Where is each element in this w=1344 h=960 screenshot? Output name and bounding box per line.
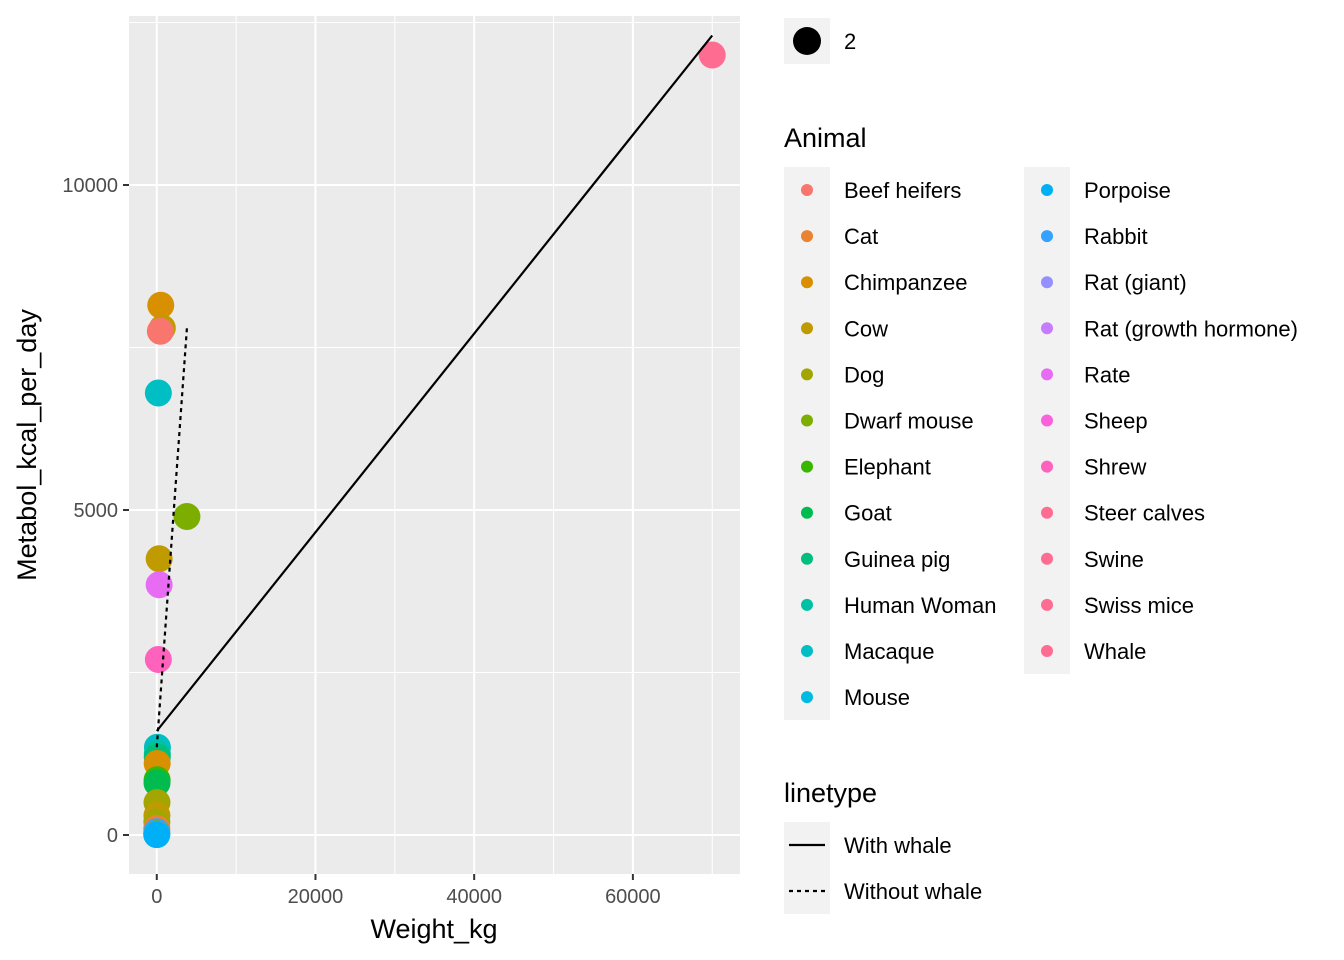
- legend-color-label: Steer calves: [1084, 501, 1205, 526]
- minor-gridlines: [129, 16, 740, 874]
- legend-color-label: Rate: [1084, 362, 1130, 387]
- x-tick-label: 40000: [446, 886, 502, 908]
- legend-color-label: Human Woman: [844, 593, 996, 618]
- color-legend-keys-bg-col1: [784, 167, 830, 720]
- legend-linetype-label: Without whale: [844, 879, 982, 904]
- legend-color-label: Cat: [844, 224, 878, 249]
- legend-color-label: Sheep: [1084, 409, 1148, 434]
- y-tick-label: 5000: [74, 500, 119, 522]
- y-tick-label: 10000: [62, 175, 118, 197]
- legend-color-dot: [801, 460, 813, 473]
- legend-color-dot: [1041, 368, 1053, 381]
- line-with-whale: [155, 34, 714, 732]
- legend-color-label: Beef heifers: [844, 178, 961, 203]
- data-point: [143, 769, 171, 797]
- line-without-whale: [155, 327, 189, 748]
- size-legend-label: 2: [844, 29, 856, 54]
- legend-color-label: Rat (growth hormone): [1084, 316, 1298, 341]
- legend-color-dot: [1041, 276, 1053, 289]
- legend-color-dot: [801, 368, 813, 381]
- legend-color-label: Swiss mice: [1084, 593, 1194, 618]
- legend-color-dot: [1041, 414, 1053, 427]
- data-point: [147, 291, 175, 319]
- data-point: [146, 317, 174, 345]
- legend-color-dot: [801, 645, 813, 657]
- legend-color-dot: [1041, 598, 1053, 611]
- legend-color-dot: [1041, 460, 1053, 473]
- legend-color-label: Shrew: [1084, 455, 1146, 480]
- legend-color-dot: [1041, 230, 1053, 243]
- linetype-legend-title: linetype: [784, 778, 877, 808]
- regression-lines: [155, 34, 714, 748]
- x-tick-label: 60000: [605, 886, 661, 908]
- legend-color-label: Dog: [844, 362, 884, 387]
- x-tick-label: 0: [151, 886, 162, 908]
- legend-color-label: Macaque: [844, 639, 935, 664]
- legend-color-label: Porpoise: [1084, 178, 1171, 203]
- legend-color-label: Rabbit: [1084, 224, 1148, 249]
- legend-color-label: Guinea pig: [844, 547, 950, 572]
- legend-color-label: Goat: [844, 501, 892, 526]
- legend-color-label: Rat (giant): [1084, 270, 1187, 295]
- linetype-legend: linetype With whale Without whale: [784, 778, 982, 914]
- legend-color-label: Whale: [1084, 639, 1146, 664]
- legend-color-dot: [801, 598, 813, 611]
- data-point: [145, 545, 173, 573]
- legend-linetype-label: With whale: [844, 833, 952, 858]
- legend-color-dot: [801, 276, 813, 289]
- data-point: [173, 503, 201, 530]
- legend-color-label: Mouse: [844, 685, 910, 710]
- legend-color-dot: [801, 184, 813, 196]
- data-points: [143, 41, 726, 849]
- x-tick-label: 20000: [288, 886, 344, 908]
- size-legend-key-dot: [793, 27, 821, 55]
- data-point: [144, 379, 172, 407]
- legend-color-dot: [1041, 506, 1053, 519]
- y-tick-label: 0: [107, 825, 118, 847]
- legend-color-dot: [1041, 322, 1053, 335]
- color-legend-title: Animal: [784, 123, 867, 153]
- data-point: [144, 646, 172, 673]
- plot-panel: [129, 16, 740, 874]
- y-axis-title: Metabol_kcal_per_day: [12, 309, 42, 581]
- legend-color-dot: [801, 322, 813, 335]
- color-legend: Animal Beef heifers Cat Chimpanzee Cow Dog Dw…: [784, 123, 1298, 720]
- legend-color-dot: [801, 691, 813, 704]
- legend-color-dot: [801, 414, 813, 427]
- legend-color-dot: [801, 552, 813, 565]
- legend-color-dot: [1041, 184, 1053, 196]
- legend-color-label: Elephant: [844, 455, 931, 480]
- major-gridlines: [129, 16, 740, 874]
- legend-color-dot: [801, 230, 813, 243]
- size-legend: 2: [784, 18, 856, 64]
- legend-color-label: Chimpanzee: [844, 270, 968, 295]
- data-point: [698, 41, 726, 69]
- legend-color-label: Cow: [844, 316, 888, 341]
- legend-color-label: Swine: [1084, 547, 1144, 572]
- legend-color-dot: [1041, 552, 1053, 565]
- axes: 0 20000 40000 60000 0 5000 10000: [62, 175, 660, 908]
- legend-color-label: Dwarf mouse: [844, 409, 974, 434]
- legend-color-dot: [801, 506, 813, 519]
- data-point: [145, 571, 173, 599]
- color-legend-entries: Beef heifers Cat Chimpanzee Cow Dog Dwarf mou…: [801, 178, 1298, 710]
- linetype-legend-keys-bg: [784, 822, 830, 914]
- linetype-legend-entries: With whale Without whale: [789, 833, 982, 904]
- data-point: [143, 821, 171, 849]
- legend-color-dot: [1041, 645, 1053, 657]
- x-axis-title: Weight_kg: [370, 914, 497, 944]
